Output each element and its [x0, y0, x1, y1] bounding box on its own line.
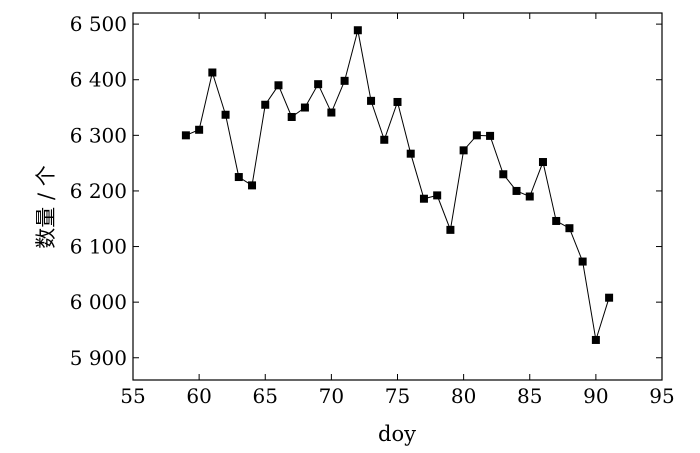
- x-tick-label: 90: [583, 384, 608, 408]
- plot-frame: [132, 12, 663, 381]
- data-point: [393, 97, 402, 106]
- x-tick-label: 75: [385, 384, 410, 408]
- data-point: [459, 146, 468, 155]
- data-point: [314, 80, 323, 89]
- x-tick-label: 65: [253, 384, 278, 408]
- data-point: [208, 68, 217, 77]
- y-tick-label: 6 100: [70, 235, 127, 259]
- data-point: [261, 100, 270, 109]
- data-point: [591, 335, 600, 344]
- data-point: [486, 131, 495, 140]
- data-point: [181, 131, 190, 140]
- data-point: [433, 191, 442, 200]
- y-axis-title: 数量 / 个: [34, 165, 58, 248]
- data-point: [578, 257, 587, 266]
- data-point: [340, 76, 349, 85]
- x-axis-title: doy: [378, 422, 416, 446]
- x-tick-label: 60: [186, 384, 211, 408]
- series-layer: [181, 26, 614, 344]
- data-point: [472, 131, 481, 140]
- data-point: [538, 158, 547, 167]
- x-tick-label: 55: [120, 384, 145, 408]
- y-tick-label: 6 000: [70, 290, 127, 314]
- data-point: [274, 81, 283, 90]
- data-point: [446, 225, 455, 234]
- data-point: [248, 181, 257, 190]
- y-tick-label: 5 900: [70, 346, 127, 370]
- data-point: [367, 96, 376, 105]
- data-point: [300, 103, 309, 112]
- data-point: [195, 125, 204, 134]
- x-tick-label: 80: [451, 384, 476, 408]
- data-point: [353, 26, 362, 35]
- data-point: [327, 108, 336, 117]
- data-point: [499, 170, 508, 179]
- y-tick-label: 6 400: [70, 68, 127, 92]
- x-tick-label: 85: [517, 384, 542, 408]
- data-point: [605, 293, 614, 302]
- y-tick-label: 6 300: [70, 123, 127, 147]
- data-point: [525, 192, 534, 201]
- x-axis: 55 60 65 70 75 80 85 90 95: [120, 13, 675, 408]
- y-tick-label: 6 500: [70, 12, 127, 36]
- data-point: [221, 110, 230, 119]
- data-point: [234, 173, 243, 182]
- data-point: [419, 194, 428, 203]
- data-point: [406, 149, 415, 158]
- x-tick-label: 95: [649, 384, 674, 408]
- x-tick-label: 70: [319, 384, 344, 408]
- data-point: [380, 135, 389, 144]
- data-point: [565, 224, 574, 233]
- data-point: [552, 216, 561, 225]
- data-point: [287, 112, 296, 121]
- y-tick-label: 6 200: [70, 179, 127, 203]
- data-point: [512, 186, 521, 195]
- y-axis: 5 900 6 000 6 100 6 200 6 300 6 400 6 500: [70, 12, 662, 370]
